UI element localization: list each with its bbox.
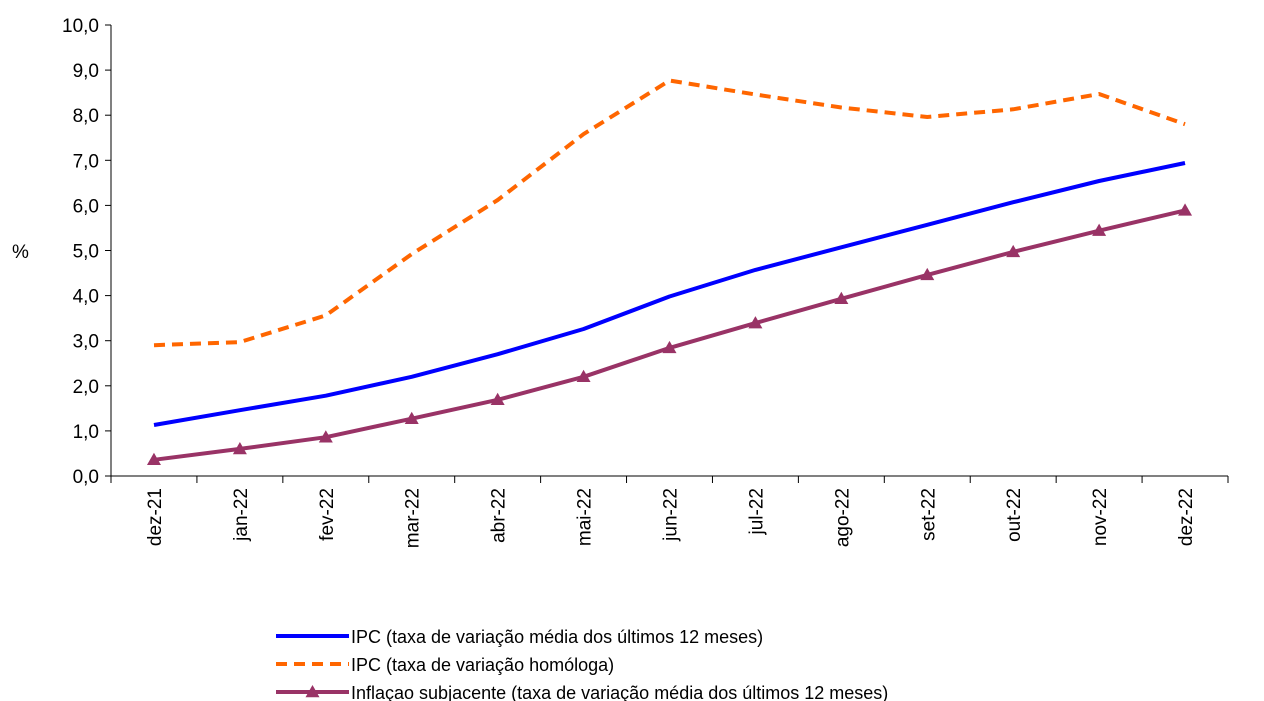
y-tick-label: 6,0 xyxy=(73,196,99,217)
y-axis-label: % xyxy=(12,242,29,263)
x-tick-labels: dez-21 jan-22 fev-22 mar-22 abr-22 mai-22 jun-… xyxy=(145,488,1197,548)
x-tick-label: dez-22 xyxy=(1176,488,1197,546)
data-point-3 xyxy=(834,291,849,305)
data-point-3 xyxy=(1178,203,1193,216)
data-point-3 xyxy=(490,392,505,406)
data-point-3 xyxy=(576,369,591,383)
data-point-3 xyxy=(232,441,247,455)
x-tick-label: fev-22 xyxy=(317,488,338,541)
x-tick-label: ago-22 xyxy=(832,488,853,547)
x-tick-label: out-22 xyxy=(1004,488,1025,542)
y-tick-label: 3,0 xyxy=(73,332,99,353)
data-point-3 xyxy=(404,411,419,424)
x-tick-label: jan-22 xyxy=(231,488,252,542)
legend-label-3: Inflaçao subjacente (taxa de variação mé… xyxy=(351,683,888,701)
x-tick-label: set-22 xyxy=(918,488,939,541)
series-line-1 xyxy=(153,161,1186,427)
series-line-2 xyxy=(153,78,1186,348)
data-point-3 xyxy=(1006,244,1021,258)
y-tick-label: 7,0 xyxy=(73,151,99,172)
x-tick-label: abr-22 xyxy=(489,488,510,543)
series-lines xyxy=(146,78,1193,466)
x-tick-label: mar-22 xyxy=(403,488,424,548)
data-point-3 xyxy=(920,267,935,281)
y-tick-label: 8,0 xyxy=(73,106,99,127)
axes xyxy=(105,24,1229,483)
data-point-3 xyxy=(662,340,677,354)
y-tick-label: 4,0 xyxy=(73,287,99,308)
y-tick-labels: 0,0 1,0 2,0 3,0 4,0 5,0 6,0 7,0 8,0 9,0 10,0 xyxy=(62,16,99,488)
x-tick-label: dez-21 xyxy=(145,488,166,546)
data-point-3 xyxy=(146,452,161,466)
y-tick-label: 2,0 xyxy=(73,377,99,398)
legend-label-2: IPC (taxa de variação homóloga) xyxy=(351,655,614,675)
data-point-3 xyxy=(1092,223,1107,236)
y-tick-label: 9,0 xyxy=(73,61,99,82)
y-tick-label: 5,0 xyxy=(73,242,99,263)
x-tick-label: mai-22 xyxy=(575,488,596,546)
legend-label-1: IPC (taxa de variação média dos últimos … xyxy=(351,627,763,647)
x-tick-label: jun-22 xyxy=(661,488,682,542)
y-tick-label: 10,0 xyxy=(62,16,99,37)
y-tick-label: 1,0 xyxy=(73,422,99,443)
x-tick-label: jul-22 xyxy=(746,488,767,535)
data-point-3 xyxy=(748,316,763,329)
legend-marker-3 xyxy=(305,685,320,698)
series-line-3 xyxy=(153,208,1186,462)
data-point-3 xyxy=(318,430,333,443)
x-tick-label: nov-22 xyxy=(1090,488,1111,546)
y-tick-label: 0,0 xyxy=(73,467,99,488)
legend: IPC (taxa de variação média dos últimos … xyxy=(276,627,888,701)
